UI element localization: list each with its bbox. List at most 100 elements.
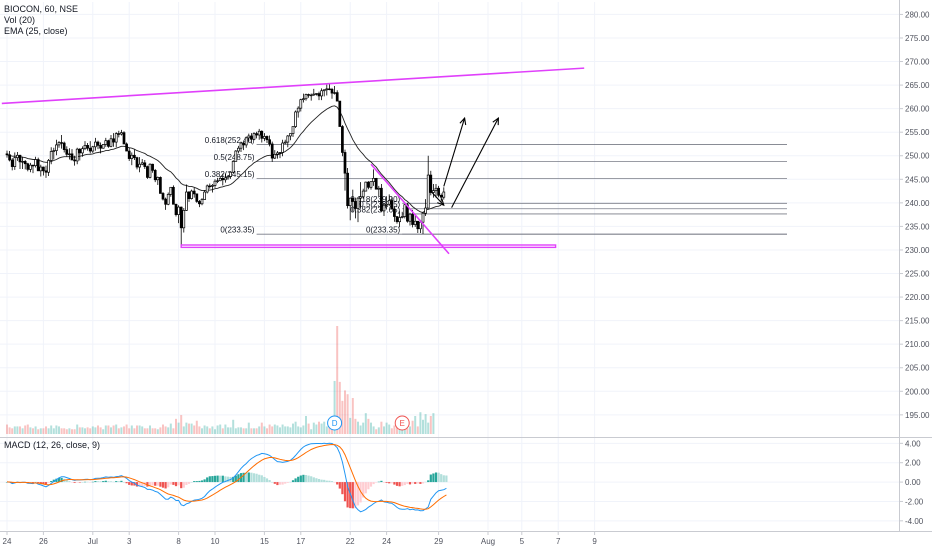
candle [5,150,9,158]
macd-hist-bar [31,482,35,483]
volume-bar [406,428,409,434]
candle-body [434,187,438,191]
candle-body [429,174,433,193]
macd-hist-bar [268,480,271,483]
macd-hist-bar [307,475,310,483]
candle-body [161,193,165,200]
volume-bar [260,422,263,434]
macd-hist-bar [91,481,94,483]
volume-bar [208,428,211,434]
macd-hist-bar [395,482,399,486]
volume-bar [190,423,193,434]
volume-bar [359,425,362,434]
macd-hist-bar [219,475,222,483]
candle [26,162,30,172]
volume-bar [125,424,128,434]
candle-body [315,93,318,95]
volume-bar [393,425,396,434]
candle-body [406,204,409,222]
candle [68,148,71,160]
volume-bar [211,426,214,434]
candle-body [317,93,321,97]
candle-body [419,221,422,230]
candle-body [359,196,362,199]
candle [156,176,160,185]
candle-body [400,216,404,218]
time-tick-label: 8 [176,537,181,546]
candle-body [187,191,191,199]
candle [250,133,253,144]
macd-hist-bar [284,482,287,484]
legend-macd: MACD (12, 26, close, 9) [4,440,101,450]
candle-body [156,177,160,181]
volume-bar [357,421,359,434]
arrow-head [459,116,467,126]
candle-body [13,157,17,167]
candle [367,181,370,190]
candle-body [239,142,243,149]
candle [359,182,362,208]
candle [133,149,136,160]
macd-hist-bar [372,482,375,485]
candle [221,173,225,186]
candle [424,199,427,217]
volume-bar [409,426,411,434]
time-tick-label: 3 [127,537,132,546]
volume-bar [29,427,32,434]
candle-body [192,190,196,195]
candle [36,157,40,172]
macd-hist-bar [401,482,404,486]
candle-body [26,163,30,170]
candle-body [296,107,300,113]
candle-body [174,203,178,215]
candle-body [148,163,152,178]
candle-body [424,207,427,214]
volume-bar [255,428,258,434]
volume-bar [398,428,401,434]
volume-bar [89,428,92,434]
volume-bar [185,422,188,434]
candle [143,159,147,169]
candle [437,185,440,198]
volume-bar [55,425,58,434]
volume-bar [229,427,232,434]
candle-body [211,185,214,187]
candle [112,133,115,147]
candle [260,130,264,143]
candle-body [330,88,334,94]
volume-bar [333,380,336,434]
price-tick-label: 235.00 [905,222,930,231]
time-tick-label: 24 [3,537,12,546]
candle [159,176,162,194]
volume-bar [302,425,305,434]
fib-retracement-right: 0.618(239.90)0.5(238.75)0.382(237.65) 0(2… [350,195,787,235]
macd-hist-bar [325,480,328,483]
macd-hist-bar [297,476,300,483]
macd-hist-bar [278,482,282,485]
macd-hist-bar [138,482,141,487]
candle-body [234,150,238,162]
candle-body [52,150,56,152]
candle-body [393,208,396,217]
price-tick-label: 225.00 [905,270,930,279]
candle [234,150,238,162]
volume-bar [320,423,323,434]
candle [289,133,292,141]
candle-body [257,130,261,136]
volume-bar [146,428,149,434]
macd-hist-bar [343,482,347,502]
macd-hist-bar [408,482,412,485]
candle-body [265,136,269,141]
fib-level-label: 0.5(248.75) [214,153,255,162]
volume-bar [419,412,422,434]
candle [88,141,92,154]
candle [213,179,217,188]
volume-bar [372,426,375,434]
candle-body [125,143,128,152]
price-tick-label: 265.00 [905,81,930,90]
macd-hist-bar [159,482,162,487]
volume-bar [99,427,102,434]
candle-body [140,162,144,165]
macd-hist-bar [416,482,419,484]
